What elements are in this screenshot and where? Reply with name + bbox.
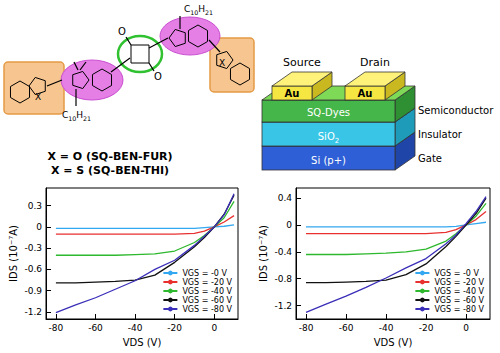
svg-text:VDS (V): VDS (V)	[123, 337, 162, 348]
svg-text:C10H21: C10H21	[184, 4, 213, 16]
svg-text:VGS = -20 V: VGS = -20 V	[434, 278, 484, 287]
svg-text:X: X	[35, 92, 41, 102]
svg-text:X: X	[219, 58, 225, 68]
svg-text:O: O	[118, 26, 126, 37]
svg-text:VGS = -40 V: VGS = -40 V	[182, 287, 232, 296]
svg-text:-0.4: -0.4	[274, 247, 292, 257]
svg-text:VDS (V): VDS (V)	[374, 337, 413, 348]
svg-text:IDS (10⁻⁷A): IDS (10⁻⁷A)	[258, 225, 269, 282]
svg-text:Drain: Drain	[360, 56, 390, 69]
svg-text:Source: Source	[283, 56, 321, 69]
svg-text:Semiconductor: Semiconductor	[418, 105, 494, 116]
svg-text:VGS = -80 V: VGS = -80 V	[434, 305, 484, 314]
svg-text:X = O (SQ-BEN-FUR): X = O (SQ-BEN-FUR)	[47, 150, 172, 163]
svg-text:-60: -60	[88, 323, 103, 333]
svg-text:C10H21: C10H21	[62, 110, 91, 122]
svg-text:VGS = -0 V: VGS = -0 V	[434, 269, 479, 278]
svg-text:VGS = -0 V: VGS = -0 V	[182, 269, 227, 278]
svg-text:0: 0	[463, 323, 469, 333]
svg-text:VGS = -80 V: VGS = -80 V	[182, 305, 232, 314]
svg-text:-0.3: -0.3	[24, 243, 42, 253]
svg-text:Gate: Gate	[418, 153, 442, 164]
svg-text:SQ-Dyes: SQ-Dyes	[307, 107, 350, 118]
svg-text:IDS (10⁻⁷A): IDS (10⁻⁷A)	[8, 225, 19, 282]
svg-text:-80: -80	[49, 323, 64, 333]
svg-text:SiO2: SiO2	[318, 131, 339, 145]
svg-text:-40: -40	[128, 323, 143, 333]
svg-text:VGS = -40 V: VGS = -40 V	[434, 287, 484, 296]
svg-text:0.4: 0.4	[278, 193, 293, 203]
svg-text:Si (p+): Si (p+)	[311, 155, 346, 166]
svg-text:-1.2: -1.2	[24, 307, 42, 317]
svg-text:VGS = -20 V: VGS = -20 V	[182, 278, 232, 287]
svg-text:O: O	[154, 71, 162, 82]
svg-text:-0.6: -0.6	[24, 264, 42, 274]
svg-text:Insulator: Insulator	[418, 129, 463, 140]
svg-text:Au: Au	[285, 88, 300, 99]
svg-text:0: 0	[286, 220, 292, 230]
svg-text:-20: -20	[167, 323, 182, 333]
svg-text:VGS = -60 V: VGS = -60 V	[182, 296, 232, 305]
svg-text:0: 0	[211, 323, 217, 333]
svg-text:0: 0	[36, 222, 42, 232]
svg-text:Au: Au	[358, 88, 373, 99]
svg-text:-40: -40	[379, 323, 394, 333]
svg-text:-0.9: -0.9	[24, 286, 42, 296]
svg-text:-0.8: -0.8	[274, 274, 292, 284]
svg-text:-80: -80	[299, 323, 314, 333]
svg-text:-1.2: -1.2	[274, 301, 292, 311]
svg-text:0.3: 0.3	[28, 201, 42, 211]
svg-text:X = S (SQ-BEN-THI): X = S (SQ-BEN-THI)	[51, 164, 169, 177]
svg-text:-60: -60	[339, 323, 354, 333]
svg-text:-20: -20	[419, 323, 434, 333]
svg-text:VGS = -60 V: VGS = -60 V	[434, 296, 484, 305]
